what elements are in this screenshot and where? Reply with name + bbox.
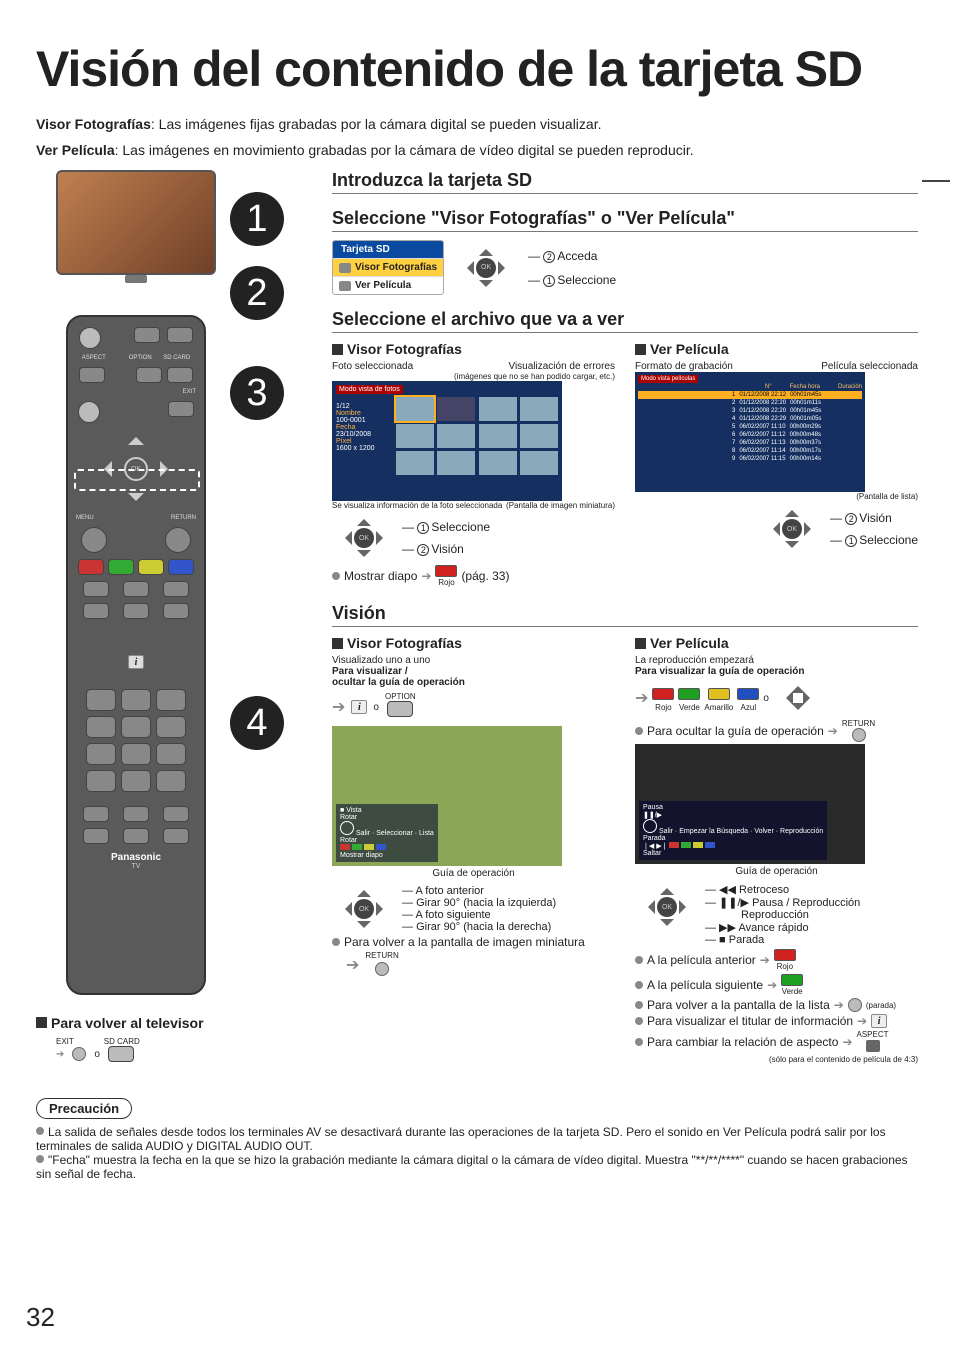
- okpad-step4-video: OK: [643, 883, 691, 931]
- step-1-badge: 1: [230, 192, 284, 246]
- intro-photo-label: Visor Fotografías: [36, 116, 151, 132]
- return-to-tv-heading: Para volver al televisor: [36, 1015, 266, 1031]
- intro-video-label: Ver Película: [36, 142, 115, 158]
- step3-photo-topleft: Foto seleccionada: [332, 361, 413, 381]
- return-sdcard-label: SD CARD: [104, 1037, 140, 1046]
- okpad-step3-photo: OK: [340, 514, 388, 562]
- option-button-icon: [387, 701, 413, 717]
- sd-menu-item-movie[interactable]: Ver Película: [333, 276, 443, 294]
- step4-photo-line1: Visualizado uno a uno: [332, 655, 615, 666]
- intro-photo-text: : Las imágenes fijas grabadas por la cám…: [151, 116, 602, 132]
- remote-brand: Panasonic: [76, 852, 196, 863]
- okpad-ok-2: OK: [354, 528, 374, 548]
- green-button-icon: [781, 974, 803, 986]
- movie-list-table: Modo vista películas N°Fecha horaDuració…: [635, 372, 865, 492]
- remote-tv-text: TV: [76, 863, 196, 870]
- step4-title: Visión: [332, 603, 918, 627]
- step2-title: Seleccione "Visor Fotografías" o "Ver Pe…: [332, 208, 918, 232]
- step4-video-line1: La reproducción empezará: [635, 655, 918, 666]
- intro-video: Ver Película: Las imágenes en movimiento…: [36, 142, 918, 158]
- movie-icon: [339, 281, 351, 291]
- intro-video-text: : Las imágenes en movimiento grabadas po…: [115, 142, 694, 158]
- okpad-ok-4: OK: [354, 899, 374, 919]
- remote-aspect-label: ASPECT: [82, 355, 106, 361]
- sdcard-button-icon: [108, 1046, 134, 1062]
- step-2-badge: 2: [230, 266, 284, 320]
- okpad-step4-photo: OK: [340, 885, 388, 933]
- sd-menu: Tarjeta SD Visor Fotografías Ver Películ…: [332, 240, 444, 295]
- aspect-note: (sólo para el contenido de película de 4…: [635, 1055, 918, 1064]
- sd-menu-item-photos[interactable]: Visor Fotografías: [333, 258, 443, 276]
- sd-menu-item-photos-label: Visor Fotografías: [355, 262, 437, 273]
- okpad-ok-3: OK: [782, 519, 802, 539]
- remote-exit-label: EXIT: [183, 389, 196, 395]
- step4-photo-line2: Para visualizar /: [332, 666, 615, 677]
- step3-video-caption: (Pantalla de lista): [635, 492, 918, 501]
- return-to-tv-text: Para volver al televisor: [51, 1015, 204, 1031]
- step4-video-heading: Ver Película: [635, 635, 918, 651]
- remote-menu-label: MENU: [76, 515, 94, 521]
- sd-menu-item-movie-label: Ver Película: [355, 280, 411, 291]
- hide-guide-line: Para ocultar la guía de operación ➔ RETU…: [635, 719, 918, 742]
- step2-annot: — 2Acceda — 1Seleccione: [528, 249, 616, 287]
- return-button-icon: [375, 962, 389, 976]
- step3-video-topleft: Formato de grabación: [635, 361, 733, 372]
- video-operation-guide: Pausa ❚❚/▶ Salir · Empezar la Búsqueda ·…: [635, 744, 865, 864]
- okpad-ok: OK: [476, 258, 496, 278]
- footnotes: La salida de señales desde todos los ter…: [36, 1125, 918, 1181]
- photo-operation-guide: ■ Vista Rotar Salir · Seleccionar · List…: [332, 726, 562, 866]
- page-title: Visión del contenido de la tarjeta SD: [36, 40, 918, 98]
- step3-video-heading: Ver Película: [635, 341, 918, 357]
- tv-illustration: [56, 170, 216, 275]
- step3-video-topright: Película seleccionada: [821, 361, 918, 372]
- info-button-icon-2: i: [871, 1014, 887, 1028]
- step1-title: Introduzca la tarjeta SD: [332, 170, 918, 194]
- return-exit-label: EXIT: [56, 1037, 74, 1046]
- okpad-step2: OK: [462, 244, 510, 292]
- red-button-icon: [435, 565, 457, 577]
- show-slide-line: Mostrar diapo ➔ Rojo (pág. 33): [332, 564, 615, 587]
- step3-photo-caption-thumb: (Pantalla de imagen miniatura): [506, 501, 615, 510]
- exit-button-icon: [72, 1047, 86, 1061]
- step3-photo-caption-info: Se visualiza información de la foto sele…: [332, 501, 502, 510]
- photos-icon: [339, 263, 351, 273]
- red-button-icon-2: [774, 949, 796, 961]
- step4-photo-line3: ocultar la guía de operación: [332, 677, 615, 688]
- info-button-icon: i: [351, 700, 367, 714]
- return-or: o: [94, 1049, 100, 1060]
- step4-video-caption: Guía de operación: [635, 866, 918, 877]
- step3-title: Seleccione el archivo que va a ver: [332, 309, 918, 333]
- photo-thumbnail-grid: Modo vista de fotos 1/12 Nombre 100-0001…: [332, 381, 562, 501]
- step4-video-line2: Para visualizar la guía de operación: [635, 666, 918, 677]
- aspect-button-icon: [866, 1040, 880, 1052]
- intro-photo: Visor Fotografías: Las imágenes fijas gr…: [36, 116, 918, 132]
- step4-photo-returnthumb: Para volver a la pantalla de imagen mini…: [332, 935, 615, 949]
- page-number: 32: [26, 1302, 55, 1333]
- sd-menu-header: Tarjeta SD: [333, 241, 443, 258]
- remote-sdcard-label: SD CARD: [163, 355, 190, 361]
- okpad-ok-5: OK: [657, 897, 677, 917]
- okpad-step3-video: OK: [768, 505, 816, 553]
- stop-button-icon: [848, 998, 862, 1012]
- step4-photo-caption: Guía de operación: [332, 868, 615, 879]
- step3-photo-topright: Visualización de errores (imágenes que n…: [454, 361, 615, 381]
- remote-return-label: RETURN: [171, 515, 196, 521]
- step4-photo-heading: Visor Fotografías: [332, 635, 615, 651]
- remote-option-label: OPTION: [129, 355, 152, 361]
- precaution-label: Precaución: [36, 1098, 132, 1119]
- step-3-badge: 3: [230, 366, 284, 420]
- step-4-badge: 4: [230, 696, 284, 750]
- remote-illustration: ASPECTOPTIONSD CARD EXIT OK MENURETURN i: [66, 315, 206, 995]
- return-button-icon-2: [852, 728, 866, 742]
- step3-photo-heading: Visor Fotografías: [332, 341, 615, 357]
